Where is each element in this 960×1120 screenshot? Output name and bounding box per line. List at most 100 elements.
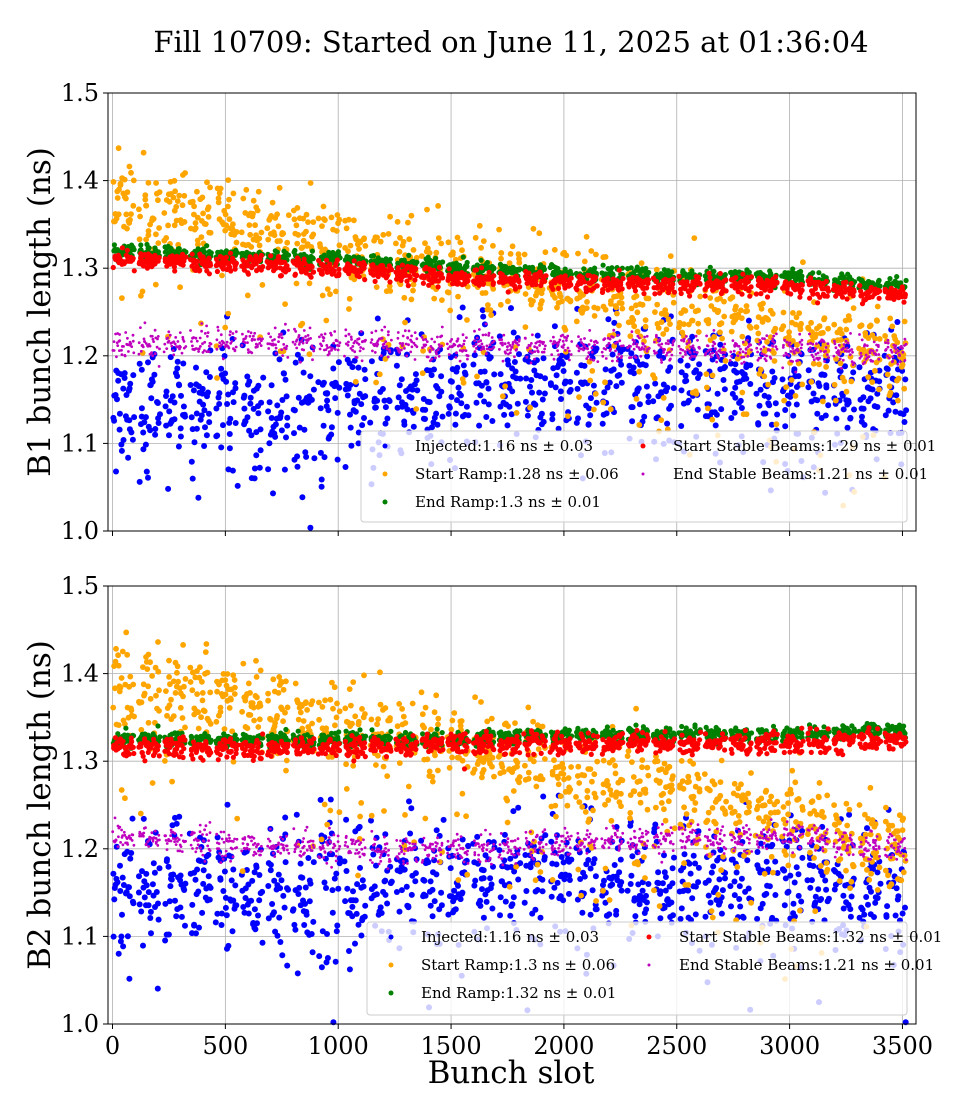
scatter-point [466,354,470,358]
scatter-point [536,230,543,237]
scatter-point [455,351,458,355]
scatter-point [484,259,490,266]
scatter-point [330,333,333,337]
scatter-point [355,356,359,359]
scatter-point [398,376,405,383]
scatter-point [660,395,667,401]
scatter-point [203,432,210,439]
scatter-point [838,330,845,337]
scatter-point [731,409,738,416]
scatter-point [269,199,276,206]
scatter-point [328,424,335,431]
scatter-point [543,344,547,348]
scatter-point [131,339,135,343]
scatter-point [874,390,881,397]
scatter-point [372,278,378,284]
scatter-point [368,358,375,365]
scatter-point [533,345,536,348]
scatter-point [628,350,635,357]
scatter-point [188,458,195,465]
scatter-point [163,235,170,241]
scatter-point [256,235,263,242]
scatter-point [864,353,868,357]
scatter-point [528,377,535,383]
scatter-point [738,315,745,321]
scatter-point [483,414,490,420]
scatter-point [216,401,223,407]
scatter-point [110,264,116,271]
scatter-point [197,350,201,353]
scatter-point [471,352,478,359]
scatter-point [462,349,465,352]
scatter-point [505,289,511,295]
legend-marker [382,499,388,505]
scatter-point [463,403,470,410]
scatter-point [694,334,698,338]
scatter-point [248,334,252,338]
scatter-point [600,350,604,354]
scatter-point [322,217,328,224]
scatter-point [670,385,677,392]
scatter-point [772,341,776,344]
scatter-point [387,288,394,294]
scatter-point [282,301,288,307]
scatter-point [509,351,512,355]
scatter-point [413,331,417,334]
scatter-point [860,405,867,412]
scatter-point [200,210,207,217]
scatter-point [438,240,445,247]
scatter-point [581,266,587,272]
scatter-point [165,931,172,938]
scatter-point [273,338,276,341]
scatter-point [538,344,541,347]
scatter-point [765,354,768,358]
scatter-point [860,394,867,401]
scatter-point [130,177,137,184]
scatter-point [301,426,308,433]
scatter-point [876,277,882,283]
scatter-point [537,269,543,275]
scatter-point [422,416,428,422]
scatter-point [555,425,562,432]
scatter-point [233,337,237,340]
scatter-point [841,358,845,362]
scatter-point [122,345,125,348]
scatter-point [509,243,516,250]
scatter-point [614,349,617,353]
scatter-point [590,382,597,389]
scatter-point [840,366,843,370]
scatter-point [361,415,367,421]
scatter-point [825,353,829,357]
scatter-point [162,403,169,410]
scatter-point [892,408,899,415]
scatter-point [472,234,479,241]
scatter-point [206,419,213,426]
scatter-point [357,343,361,346]
scatter-point [266,440,273,447]
scatter-point [196,924,202,931]
scatter-point [677,344,681,348]
scatter-point [445,342,449,346]
scatter-point [691,235,698,242]
scatter-point [138,405,145,412]
scatter-point [462,342,466,346]
scatter-point [129,815,136,822]
scatter-point [207,260,213,266]
scatter-point [458,400,465,407]
scatter-point [284,322,287,326]
scatter-point [358,349,362,353]
scatter-point [748,284,754,290]
scatter-point [373,351,377,354]
scatter-point [515,251,522,258]
scatter-point [753,390,760,397]
scatter-point [222,341,226,345]
scatter-point [636,368,643,375]
scatter-point [360,359,364,363]
scatter-point [706,270,712,276]
scatter-point [225,391,232,398]
scatter-point [223,378,230,385]
scatter-point [577,349,581,353]
scatter-point [148,344,152,348]
scatter-point [505,298,511,305]
